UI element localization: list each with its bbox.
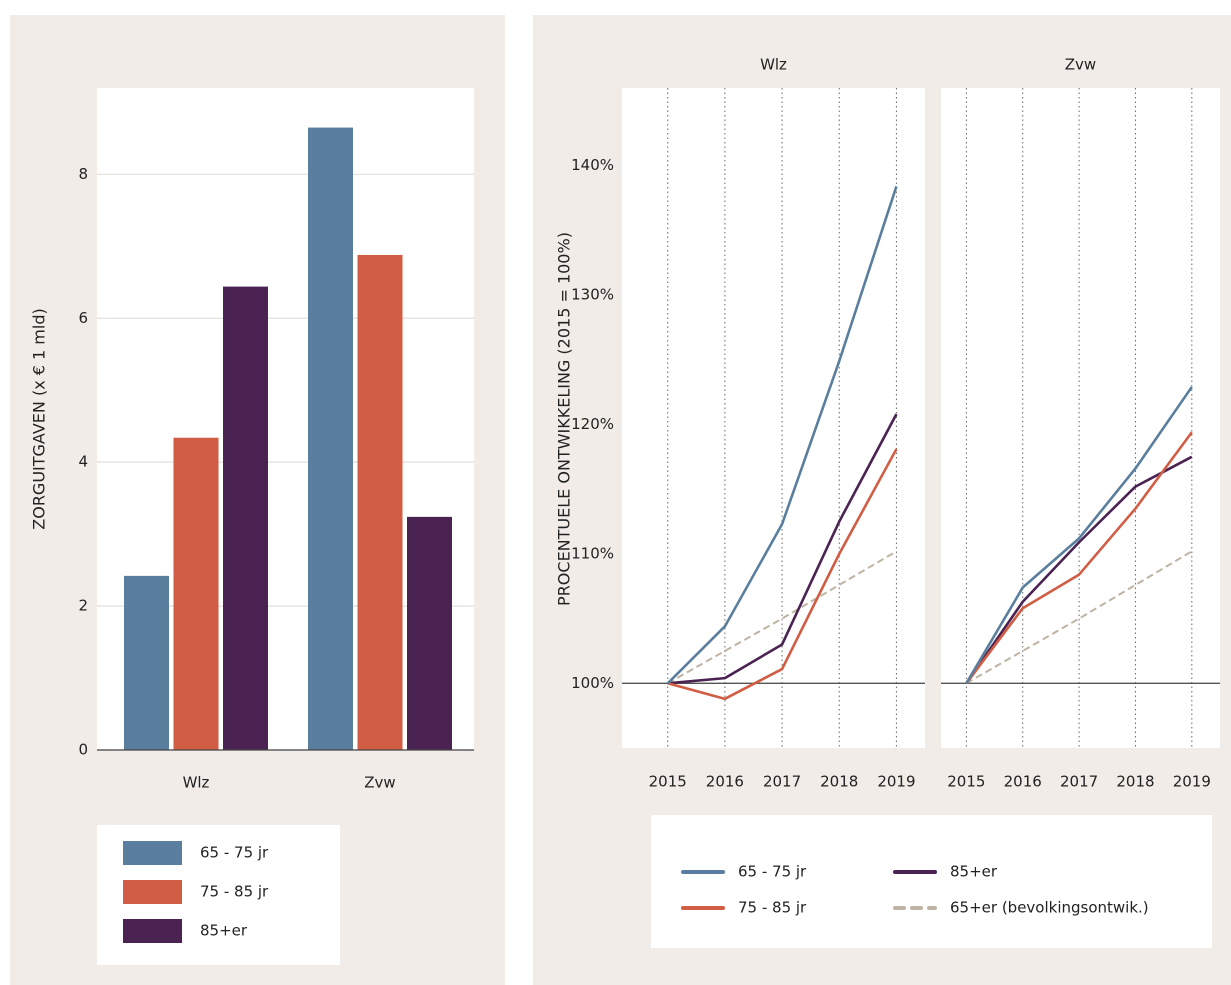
legend-label: 85+er: [200, 922, 248, 940]
y-axis-label: ZORGUITGAVEN (x € 1 mld): [30, 308, 49, 529]
x-tick-label: 2015: [947, 773, 985, 791]
data-line: [667, 413, 898, 685]
plot-area: [941, 88, 1220, 748]
legend-label: 75 - 85 jr: [200, 883, 269, 901]
x-tick-label: Wlz: [183, 774, 210, 792]
data-line: [667, 448, 898, 701]
legend-label: 85+er: [950, 863, 998, 881]
y-tick-label: 140%: [571, 156, 614, 174]
y-tick-label: 130%: [571, 286, 614, 304]
plot-area: [622, 88, 925, 748]
y-axis-label: PROCENTUELE ONTWIKKELING (2015 = 100%): [555, 232, 574, 606]
y-tick-label: 120%: [571, 415, 614, 433]
bar: [357, 254, 403, 750]
data-line: [965, 386, 1193, 684]
panel-title: Wlz: [760, 56, 787, 74]
x-tick-label: 2019: [1173, 773, 1211, 791]
y-tick-label: 8: [78, 165, 88, 183]
bar: [407, 516, 452, 750]
x-tick-label: 2019: [877, 773, 915, 791]
legend-label: 75 - 85 jr: [738, 899, 807, 917]
y-tick-label: 110%: [571, 544, 614, 562]
x-tick-label: 2016: [1004, 773, 1042, 791]
y-tick-label: 6: [78, 309, 88, 327]
x-tick-label: 2018: [1116, 773, 1154, 791]
data-line: [965, 431, 1193, 685]
legend-swatch: [123, 919, 182, 943]
y-tick-label: 100%: [571, 674, 614, 692]
legend-box: [651, 815, 1212, 948]
bar: [308, 127, 353, 750]
legend-swatch: [123, 841, 182, 865]
x-tick-label: 2018: [820, 773, 858, 791]
x-tick-label: 2016: [706, 773, 744, 791]
legend-label: 65+er (bevolkingsontwik.): [950, 899, 1149, 917]
x-tick-label: 2015: [649, 773, 687, 791]
panel-title: Zvw: [1065, 56, 1096, 74]
bar: [124, 575, 169, 750]
y-tick-label: 4: [78, 453, 88, 471]
legend-label: 65 - 75 jr: [200, 844, 269, 862]
legend-swatch: [123, 880, 182, 904]
y-tick-label: 0: [78, 741, 88, 759]
x-tick-label: 2017: [1060, 773, 1098, 791]
x-tick-label: 2017: [763, 773, 801, 791]
bar: [223, 286, 268, 750]
data-line: [666, 185, 898, 685]
x-tick-label: Zvw: [364, 774, 395, 792]
data-line: [965, 455, 1193, 685]
legend-label: 65 - 75 jr: [738, 863, 807, 881]
y-tick-label: 2: [78, 597, 88, 615]
bar: [173, 437, 219, 750]
